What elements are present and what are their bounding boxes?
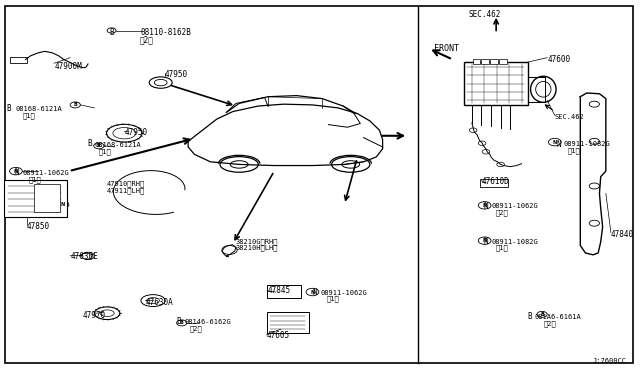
FancyBboxPatch shape	[481, 59, 489, 64]
Text: 08168-6121A: 08168-6121A	[94, 142, 141, 148]
Text: 38210H（LH）: 38210H（LH）	[236, 245, 278, 251]
FancyBboxPatch shape	[463, 62, 528, 105]
Text: 47630E: 47630E	[70, 252, 98, 261]
Text: （2）: （2）	[190, 325, 203, 332]
FancyBboxPatch shape	[472, 59, 480, 64]
Text: 47850: 47850	[27, 222, 50, 231]
Text: 08911-1062G: 08911-1062G	[491, 203, 538, 209]
Text: 08168-6121A: 08168-6121A	[16, 106, 63, 112]
Text: B: B	[74, 102, 77, 108]
Text: B: B	[109, 28, 114, 37]
Text: （1）: （1）	[568, 148, 580, 154]
FancyBboxPatch shape	[267, 312, 308, 333]
Text: 47600: 47600	[547, 55, 570, 64]
Text: N: N	[553, 140, 557, 145]
Text: （1）: （1）	[99, 148, 111, 155]
Text: 47605: 47605	[267, 331, 290, 340]
Text: （1）: （1）	[326, 296, 339, 302]
Text: 38210G（RH）: 38210G（RH）	[236, 238, 278, 245]
Text: SEC.462: SEC.462	[468, 10, 501, 19]
Text: 47900M: 47900M	[54, 62, 82, 71]
Text: FRONT: FRONT	[434, 44, 459, 53]
Text: 47845: 47845	[268, 286, 291, 295]
Text: 08911-1082G: 08911-1082G	[491, 239, 538, 245]
Text: N: N	[483, 203, 487, 208]
Text: （1）: （1）	[495, 245, 508, 251]
Text: N: N	[483, 238, 487, 243]
Text: 47910（RH）: 47910（RH）	[107, 181, 145, 187]
Text: N: N	[60, 202, 65, 207]
FancyBboxPatch shape	[35, 184, 60, 212]
Text: 47610D: 47610D	[481, 177, 509, 186]
Text: 08911-1062G: 08911-1062G	[22, 170, 69, 176]
Text: （2）: （2）	[140, 35, 154, 44]
Text: N: N	[14, 169, 18, 174]
Text: SEC.462: SEC.462	[555, 114, 584, 120]
FancyBboxPatch shape	[499, 59, 507, 64]
Text: 47630A: 47630A	[145, 298, 173, 307]
Text: （1）: （1）	[29, 176, 42, 183]
Text: 47950: 47950	[124, 128, 147, 137]
Text: N: N	[312, 288, 317, 297]
FancyBboxPatch shape	[4, 180, 67, 217]
Text: N: N	[14, 169, 19, 177]
Text: N: N	[556, 140, 561, 149]
Text: 08146-6162G: 08146-6162G	[185, 319, 232, 325]
Text: N: N	[483, 202, 488, 211]
Text: N: N	[483, 237, 488, 246]
Text: 08911-1082G: 08911-1082G	[563, 141, 610, 147]
Text: B: B	[527, 312, 532, 321]
FancyBboxPatch shape	[267, 285, 301, 298]
Text: B: B	[97, 143, 100, 148]
FancyBboxPatch shape	[10, 57, 27, 63]
Text: N: N	[310, 289, 315, 295]
Text: 08911-1062G: 08911-1062G	[320, 290, 367, 296]
FancyBboxPatch shape	[525, 77, 545, 102]
Text: 47950: 47950	[164, 70, 188, 79]
Text: 47911（LH）: 47911（LH）	[107, 187, 145, 194]
Text: 47970: 47970	[83, 311, 106, 320]
Text: B: B	[180, 320, 184, 326]
Text: J:7600CC: J:7600CC	[593, 358, 627, 364]
Text: B: B	[540, 312, 544, 317]
FancyBboxPatch shape	[490, 59, 498, 64]
Text: B: B	[176, 317, 181, 326]
Text: （2）: （2）	[495, 209, 508, 216]
Text: （1）: （1）	[22, 112, 35, 119]
Text: （2）: （2）	[543, 320, 556, 327]
FancyBboxPatch shape	[480, 179, 508, 187]
Text: 08110-8162B: 08110-8162B	[140, 28, 191, 37]
Text: B: B	[87, 139, 92, 148]
Text: 081A6-6161A: 081A6-6161A	[534, 314, 581, 320]
Text: B: B	[6, 104, 11, 113]
Text: 47840: 47840	[611, 230, 634, 239]
